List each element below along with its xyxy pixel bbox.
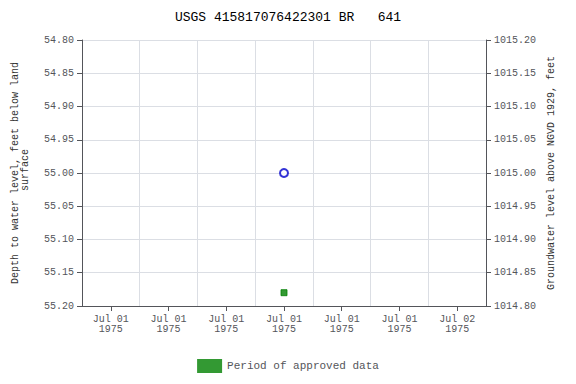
svg-text:1014.90: 1014.90 [494,234,536,245]
svg-text:1015.10: 1015.10 [494,101,536,112]
svg-text:Jul 01: Jul 01 [150,313,187,325]
svg-text:54.95: 54.95 [44,134,74,145]
svg-text:54.90: 54.90 [44,101,74,112]
svg-text:1014.85: 1014.85 [494,267,536,278]
svg-text:Jul 02: Jul 02 [439,313,476,325]
svg-text:Depth to water level, feet bel: Depth to water level, feet below land [9,62,21,284]
svg-text:55.10: 55.10 [44,234,74,245]
svg-text:1015.20: 1015.20 [494,35,536,46]
svg-text:Jul 01: Jul 01 [266,313,302,325]
svg-text:1975: 1975 [330,324,354,335]
svg-text:Period of approved data: Period of approved data [227,360,379,372]
svg-text:1975: 1975 [99,324,123,335]
svg-text:USGS 415817076422301 BR 641: USGS 415817076422301 BR 641 [175,10,401,25]
svg-text:1975: 1975 [387,324,411,335]
svg-text:Jul 01: Jul 01 [92,313,129,325]
svg-text:54.80: 54.80 [44,35,74,46]
svg-text:1014.80: 1014.80 [494,301,536,312]
svg-text:1975: 1975 [272,324,296,335]
svg-text:1014.95: 1014.95 [494,201,536,212]
svg-text:Groundwater level above NGVD 1: Groundwater level above NGVD 1929, feet [546,56,557,290]
svg-text:Jul 01: Jul 01 [208,313,245,325]
svg-text:55.05: 55.05 [44,201,74,212]
svg-text:Jul 01: Jul 01 [381,313,418,325]
svg-text:54.85: 54.85 [44,68,74,79]
svg-text:55.20: 55.20 [44,301,74,312]
svg-text:1975: 1975 [157,324,181,335]
svg-text:Jul 01: Jul 01 [323,313,360,325]
svg-text:1975: 1975 [445,324,469,335]
svg-text:55.15: 55.15 [44,267,74,278]
svg-text:1015.15: 1015.15 [494,68,536,79]
svg-text:1975: 1975 [214,324,238,335]
svg-text:1015.05: 1015.05 [494,134,536,145]
svg-text:55.00: 55.00 [44,168,74,179]
svg-text:surface: surface [20,149,31,197]
svg-text:1015.00: 1015.00 [494,168,536,179]
